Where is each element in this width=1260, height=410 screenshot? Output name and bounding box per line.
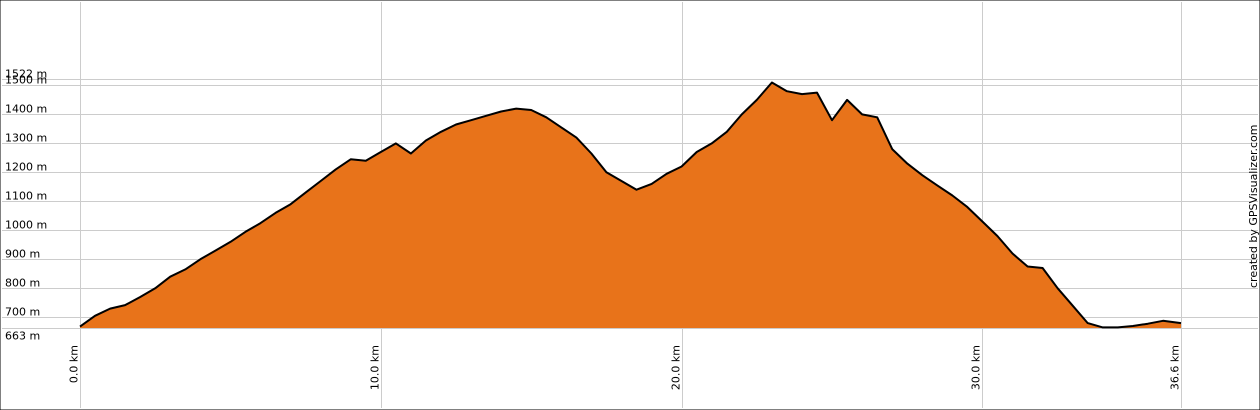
x-tick-label: 10.0 km	[369, 345, 382, 390]
y-tick-label: 663 m	[5, 330, 40, 343]
y-tick-label: 1300 m	[5, 132, 47, 145]
elevation-line	[79, 81, 1182, 329]
y-tick-label: 800 m	[5, 277, 40, 290]
x-tick-label: 20.0 km	[670, 345, 683, 390]
elevation-area	[79, 81, 1182, 329]
y-tick-label: 1200 m	[5, 161, 47, 174]
y-tick-label: 1100 m	[5, 190, 47, 203]
y-tick-label: 1400 m	[5, 103, 47, 116]
y-tick-label: 1000 m	[5, 219, 47, 232]
y-tick-label: 1522 m	[5, 68, 47, 81]
x-tick-label: 36.6 km	[1169, 345, 1182, 390]
y-tick-label: 1500 m	[5, 74, 47, 87]
x-tick-label: 30.0 km	[970, 345, 983, 390]
x-tick-labels: 0.0 km 10.0 km 20.0 km 30.0 km 36.6 km	[68, 345, 1182, 390]
credit-text: created by GPSVisualizer.com	[1247, 125, 1260, 288]
y-tick-label: 700 m	[5, 306, 40, 319]
x-tick-label: 0.0 km	[68, 345, 81, 383]
y-tick-label: 900 m	[5, 248, 40, 261]
elevation-fill	[80, 82, 1181, 328]
